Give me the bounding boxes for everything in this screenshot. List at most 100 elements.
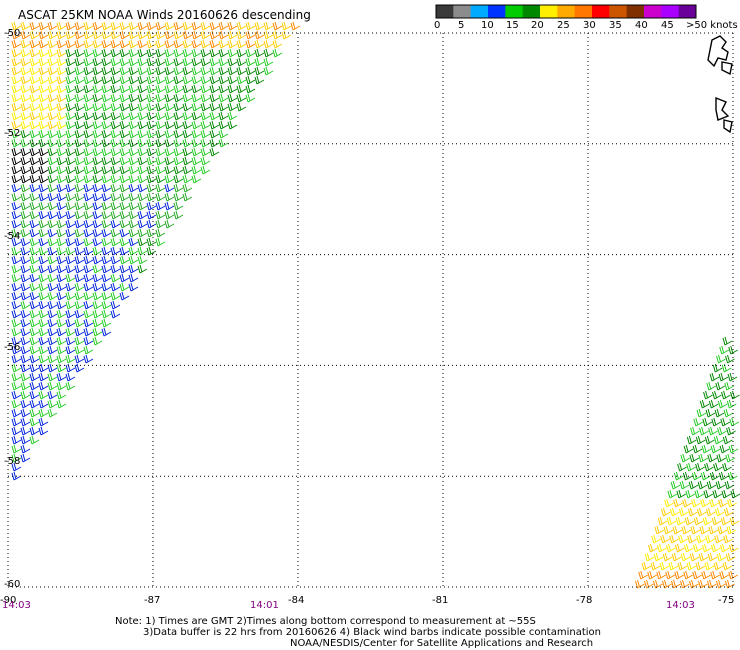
wind-barb <box>236 102 247 112</box>
wind-barb <box>74 255 85 265</box>
wind-barb <box>92 327 103 337</box>
wind-barb <box>11 165 22 175</box>
wind-barb <box>128 93 139 103</box>
wind-barb <box>128 282 139 292</box>
wind-barb <box>688 480 699 490</box>
wind-barb <box>209 84 220 94</box>
wind-barb <box>11 174 22 184</box>
wind-barb <box>687 534 697 544</box>
wind-barb <box>29 120 40 130</box>
wind-barb <box>65 138 76 148</box>
wind-barb <box>119 219 130 229</box>
legend-tick-20: 20 <box>531 20 544 31</box>
wind-barb <box>692 444 703 454</box>
wind-barb <box>707 453 718 463</box>
wind-barb <box>65 246 76 256</box>
wind-barb <box>227 57 238 67</box>
wind-barb <box>254 39 265 49</box>
wind-barb <box>128 156 139 166</box>
wind-barb <box>191 93 202 103</box>
wind-barb <box>683 543 694 553</box>
wind-barb <box>128 138 139 148</box>
wind-barb <box>92 273 103 283</box>
wind-barb <box>669 534 679 544</box>
wind-barb <box>56 165 67 175</box>
wind-barb <box>20 282 31 292</box>
wind-barb <box>110 174 121 184</box>
wind-barb <box>245 75 256 85</box>
wind-barb <box>708 525 719 535</box>
wind-barb <box>29 273 40 283</box>
wind-barb <box>101 138 112 148</box>
wind-barb <box>56 237 67 247</box>
wind-barb <box>200 147 211 157</box>
wind-barb <box>119 291 130 301</box>
wind-barb <box>20 30 31 40</box>
wind-barb <box>137 75 148 85</box>
wind-barb <box>65 183 76 193</box>
wind-barb <box>696 507 707 517</box>
wind-barb <box>56 66 67 76</box>
wind-barb <box>92 48 103 58</box>
wind-barb <box>65 147 76 157</box>
wind-barb <box>678 534 688 544</box>
wind-barb <box>200 165 211 175</box>
legend-tick-40: 40 <box>635 20 648 31</box>
wind-barb <box>146 30 157 40</box>
wind-barb <box>20 165 31 175</box>
wind-barb <box>83 264 94 274</box>
wind-barb <box>74 336 85 346</box>
wind-barb <box>146 129 157 139</box>
wind-barb <box>29 228 40 238</box>
wind-barb <box>29 75 40 85</box>
wind-barb <box>716 552 727 562</box>
wind-barb <box>20 111 31 121</box>
wind-barb <box>281 21 292 31</box>
wind-barb <box>110 183 121 193</box>
wind-barb <box>74 363 85 373</box>
wind-barb <box>11 372 22 382</box>
wind-barb <box>687 507 698 517</box>
wind-barb <box>20 399 31 409</box>
wind-barb <box>673 471 684 481</box>
wind-barb <box>47 228 58 238</box>
wind-barb <box>56 291 67 301</box>
wind-barb <box>65 291 76 301</box>
wind-barb <box>164 120 175 130</box>
wind-barb <box>173 210 184 220</box>
wind-barb <box>200 84 211 94</box>
wind-barb <box>47 30 58 40</box>
wind-barb <box>146 210 157 220</box>
wind-barb <box>65 210 76 220</box>
wind-barb <box>110 165 121 175</box>
wind-barb <box>101 201 112 211</box>
wind-barb <box>119 165 130 175</box>
wind-barb <box>272 48 283 58</box>
wind-barb <box>29 129 40 139</box>
wind-barb <box>56 93 67 103</box>
wind-barb <box>218 57 229 67</box>
wind-barb <box>110 66 121 76</box>
wind-barb <box>92 174 103 184</box>
wind-barb <box>227 21 238 31</box>
wind-barb <box>38 417 49 427</box>
wind-barb <box>47 102 58 112</box>
wind-barb <box>74 156 85 166</box>
wind-barb <box>146 147 157 157</box>
wind-barb <box>11 246 22 256</box>
wind-barb <box>209 93 220 103</box>
wind-barb <box>173 111 184 121</box>
wind-barb <box>708 399 719 409</box>
wind-barb <box>173 174 184 184</box>
wind-barb <box>227 66 238 76</box>
wind-barb <box>47 93 58 103</box>
wind-barb <box>83 327 94 337</box>
wind-barb <box>119 129 130 139</box>
colorbar-frame <box>435 4 697 19</box>
wind-barb <box>11 156 22 166</box>
wind-barb <box>119 138 130 148</box>
wind-barb <box>110 192 121 202</box>
wind-barb <box>83 273 94 283</box>
wind-barb <box>128 75 139 85</box>
wind-barb <box>11 210 22 220</box>
